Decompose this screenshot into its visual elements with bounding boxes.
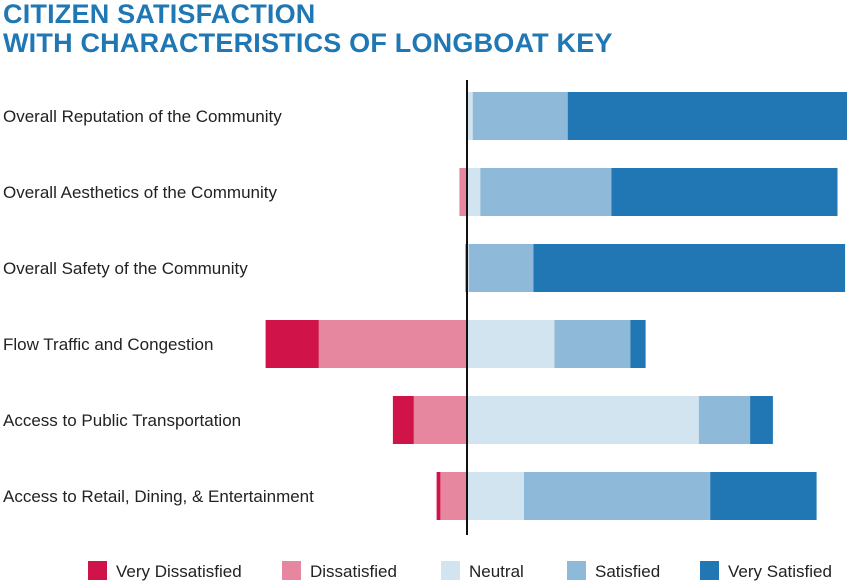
category-label: Overall Safety of the Community: [3, 259, 248, 278]
category-label: Overall Reputation of the Community: [3, 107, 282, 126]
bar-segment: [710, 472, 817, 520]
category-label: Access to Public Transportation: [3, 411, 241, 430]
bar-segment: [524, 472, 711, 520]
legend-label: Satisfied: [595, 562, 660, 581]
bar-segment: [567, 92, 847, 140]
bar-segment: [467, 320, 555, 368]
legend-swatch: [441, 561, 460, 580]
bar-segment: [467, 92, 473, 140]
legend-swatch: [567, 561, 586, 580]
bar-segment: [392, 396, 414, 444]
legend-label: Neutral: [469, 562, 524, 581]
bar-segment: [533, 244, 846, 292]
category-label: Access to Retail, Dining, & Entertainmen…: [3, 487, 314, 506]
bar-segment: [630, 320, 646, 368]
category-label: Overall Aesthetics of the Community: [3, 183, 278, 202]
bar-segment: [480, 168, 612, 216]
bar-segment: [472, 92, 568, 140]
title-line-2: WITH CHARACTERISTICS OF LONGBOAT KEY: [3, 28, 613, 58]
bar-segment: [698, 396, 751, 444]
bar-segment: [318, 320, 467, 368]
bar-segment: [265, 320, 319, 368]
bar-segment: [554, 320, 631, 368]
bar-segment: [436, 472, 441, 520]
legend-label: Very Satisfied: [728, 562, 832, 581]
legend-label: Very Dissatisfied: [116, 562, 242, 581]
legend-swatch: [282, 561, 301, 580]
legend-swatch: [88, 561, 107, 580]
category-label: Flow Traffic and Congestion: [3, 335, 213, 354]
bar-segment: [467, 472, 524, 520]
chart-title: CITIZEN SATISFACTION WITH CHARACTERISTIC…: [3, 0, 613, 58]
legend-label: Dissatisfied: [310, 562, 397, 581]
bar-segment: [468, 244, 534, 292]
bar-segment: [467, 168, 481, 216]
bar-segment: [440, 472, 467, 520]
title-line-1: CITIZEN SATISFACTION: [3, 0, 316, 29]
legend-swatch: [700, 561, 719, 580]
bar-segment: [459, 168, 467, 216]
bar-segment: [750, 396, 773, 444]
bar-segment: [413, 396, 467, 444]
bar-segment: [611, 168, 838, 216]
bar-segment: [467, 396, 699, 444]
